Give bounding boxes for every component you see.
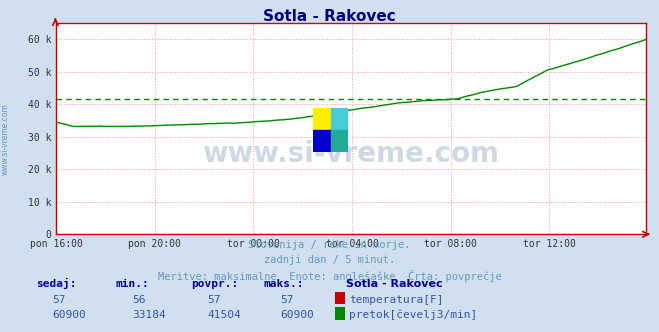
- Text: 57: 57: [53, 295, 66, 305]
- Text: www.si-vreme.com: www.si-vreme.com: [1, 104, 10, 175]
- Text: Sotla - Rakovec: Sotla - Rakovec: [346, 279, 443, 289]
- Text: maks.:: maks.:: [264, 279, 304, 289]
- Text: www.si-vreme.com: www.si-vreme.com: [202, 140, 500, 168]
- Bar: [331, 130, 348, 151]
- Text: povpr.:: povpr.:: [191, 279, 239, 289]
- Text: sedaj:: sedaj:: [36, 278, 76, 289]
- Text: 56: 56: [132, 295, 145, 305]
- Text: min.:: min.:: [115, 279, 149, 289]
- Text: 60900: 60900: [53, 310, 86, 320]
- Bar: [331, 108, 348, 130]
- Text: 33184: 33184: [132, 310, 165, 320]
- Text: 60900: 60900: [280, 310, 314, 320]
- Text: pretok[čevelj3/min]: pretok[čevelj3/min]: [349, 309, 478, 320]
- Text: Meritve: maksimalne  Enote: anglešaške  Črta: povprečje: Meritve: maksimalne Enote: anglešaške Čr…: [158, 270, 501, 282]
- Text: 57: 57: [208, 295, 221, 305]
- Bar: [314, 108, 331, 130]
- Text: temperatura[F]: temperatura[F]: [349, 295, 444, 305]
- Text: Sotla - Rakovec: Sotla - Rakovec: [263, 9, 396, 24]
- Text: 57: 57: [280, 295, 293, 305]
- Text: 41504: 41504: [208, 310, 241, 320]
- Text: Slovenija / reke in morje.: Slovenija / reke in morje.: [248, 240, 411, 250]
- Text: zadnji dan / 5 minut.: zadnji dan / 5 minut.: [264, 255, 395, 265]
- Bar: [314, 130, 331, 151]
